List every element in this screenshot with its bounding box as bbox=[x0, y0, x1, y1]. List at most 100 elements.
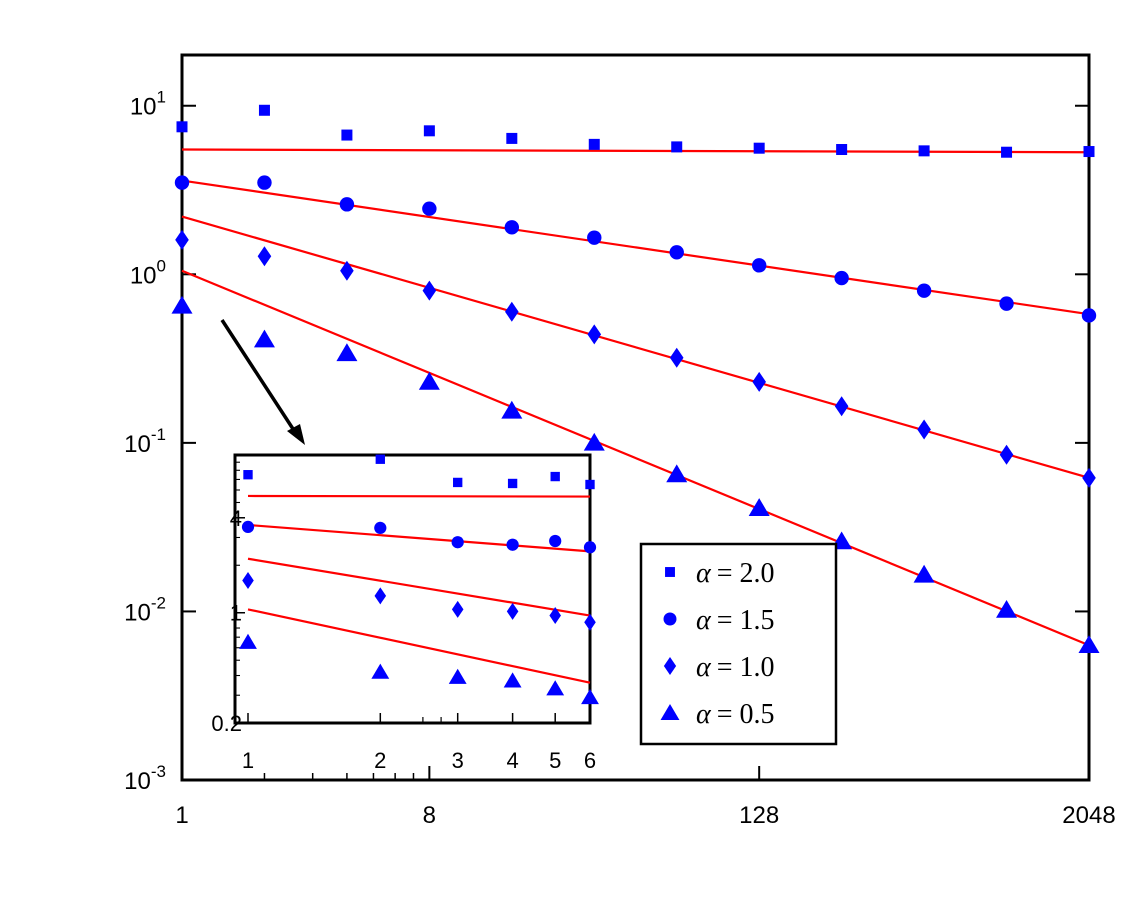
data-point-triangle bbox=[171, 295, 193, 314]
inset-data-point-triangle bbox=[239, 633, 257, 649]
inset-arrow-line bbox=[220, 319, 297, 433]
inset-y-tick-label: 4 bbox=[230, 506, 242, 531]
data-point-diamond bbox=[669, 347, 684, 368]
data-point-diamond bbox=[257, 246, 272, 267]
data-point-square bbox=[753, 142, 765, 154]
data-point-square bbox=[1083, 146, 1095, 158]
inset-fit-line-series-3 bbox=[247, 608, 591, 684]
legend-label: α = 0.5 bbox=[696, 699, 775, 730]
fit-line-series-0 bbox=[181, 148, 1090, 154]
inset-data-point-triangle bbox=[448, 668, 467, 684]
inset-data-point-square bbox=[585, 479, 595, 490]
y-tick-label: 10-1 bbox=[124, 425, 166, 458]
inset-plot-frame bbox=[233, 453, 592, 725]
inset-data-point-triangle bbox=[371, 663, 390, 679]
inset-data-point-circle bbox=[241, 520, 255, 534]
inset-data-point-circle bbox=[451, 536, 464, 549]
inset-arrow-head bbox=[287, 424, 305, 445]
main-plot-frame bbox=[180, 53, 1091, 782]
data-point-circle bbox=[1081, 308, 1097, 323]
inset-fit-lines bbox=[247, 494, 591, 684]
data-point-triangle bbox=[748, 498, 770, 516]
data-point-triangle bbox=[583, 432, 605, 451]
data-point-circle bbox=[834, 270, 849, 286]
data-point-triangle bbox=[253, 329, 275, 348]
inset-data-point-diamond bbox=[451, 600, 464, 618]
inset-data-point-triangle bbox=[581, 689, 599, 705]
inset-data-point-circle bbox=[583, 541, 597, 554]
data-point-circle bbox=[999, 296, 1014, 311]
data-point-diamond bbox=[999, 444, 1014, 465]
legend-label: α = 1.5 bbox=[696, 605, 775, 636]
data-point-diamond bbox=[917, 419, 931, 440]
data-point-triangle bbox=[336, 343, 358, 362]
inset-data-point-diamond bbox=[374, 587, 387, 605]
data-point-circle bbox=[339, 197, 355, 212]
inset-fit-line-series-2 bbox=[247, 557, 591, 617]
x-tick-label: 1 bbox=[175, 802, 188, 829]
main-data-points bbox=[171, 104, 1100, 654]
data-point-square bbox=[588, 138, 600, 150]
legend-entries: α = 2.0 α = 1.5 α = 1.0 α = 0.5 bbox=[660, 558, 775, 730]
data-point-diamond bbox=[505, 301, 519, 322]
fit-line-series-2 bbox=[181, 215, 1090, 479]
inset-y-tick-label: 1 bbox=[230, 601, 242, 626]
y-tick-label: 10-2 bbox=[124, 593, 166, 626]
y-tick-label: 100 bbox=[130, 256, 166, 289]
inset-data-point-square bbox=[243, 470, 253, 480]
inset-data-point-circle bbox=[549, 534, 562, 548]
data-point-square bbox=[671, 141, 683, 153]
legend-marker-square bbox=[665, 567, 675, 577]
inset-x-tick-label: 4 bbox=[506, 748, 518, 773]
data-point-circle bbox=[504, 220, 520, 235]
inset-axis-ticks: 1 2 3 4 5 60.214 bbox=[211, 461, 596, 773]
inset-data-point-diamond bbox=[549, 607, 561, 625]
data-point-diamond bbox=[587, 324, 602, 345]
inset-data-point-square bbox=[375, 454, 385, 464]
data-point-square bbox=[258, 104, 270, 116]
data-point-triangle bbox=[418, 371, 440, 390]
inset-x-tick-label: 2 bbox=[374, 748, 386, 773]
data-point-square bbox=[836, 144, 848, 156]
inset-fit-line-series-0 bbox=[247, 494, 591, 498]
legend-label: α = 1.0 bbox=[696, 652, 775, 683]
data-point-diamond bbox=[752, 371, 766, 392]
data-point-diamond bbox=[422, 280, 437, 301]
y-tick-label: 10-3 bbox=[124, 762, 166, 795]
data-point-square bbox=[176, 121, 188, 133]
data-point-circle bbox=[916, 283, 932, 298]
data-point-triangle bbox=[501, 400, 523, 419]
inset-data-point-square bbox=[453, 477, 463, 488]
data-point-circle bbox=[669, 245, 684, 260]
inset-data-point-square bbox=[507, 478, 518, 489]
x-tick-label: 8 bbox=[423, 802, 436, 829]
data-point-circle bbox=[587, 230, 602, 245]
inset-data-point-circle bbox=[506, 538, 519, 551]
data-point-diamond bbox=[175, 229, 189, 250]
inset-y-tick-label: 0.2 bbox=[211, 711, 242, 736]
inset-x-tick-label: 6 bbox=[584, 748, 596, 773]
inset-data-point-diamond bbox=[506, 602, 519, 620]
data-point-square bbox=[918, 145, 930, 157]
legend-marker-circle bbox=[663, 612, 677, 626]
data-point-square bbox=[1001, 146, 1013, 158]
legend-marker-triangle bbox=[660, 704, 680, 721]
data-point-diamond bbox=[834, 396, 849, 417]
data-point-square bbox=[423, 125, 435, 137]
main-axis-ticks: 1 8 128 2048 10-3 10-2 10-1 100 101 bbox=[124, 88, 1116, 829]
inset-x-tick-label: 5 bbox=[549, 748, 561, 773]
legend-label: α = 2.0 bbox=[696, 558, 775, 589]
data-point-circle bbox=[257, 175, 272, 190]
inset-data-point-triangle bbox=[503, 672, 522, 688]
inset-data-point-square bbox=[550, 471, 560, 482]
data-point-circle bbox=[174, 175, 190, 190]
inset-data-point-diamond bbox=[242, 572, 254, 590]
data-point-diamond bbox=[340, 260, 354, 281]
legend-marker-diamond bbox=[663, 657, 677, 675]
x-tick-label: 2048 bbox=[1062, 802, 1115, 829]
data-point-diamond bbox=[1082, 467, 1096, 488]
data-point-triangle bbox=[996, 599, 1018, 618]
data-point-square bbox=[341, 129, 353, 141]
inset-fit-line-series-1 bbox=[247, 523, 591, 553]
